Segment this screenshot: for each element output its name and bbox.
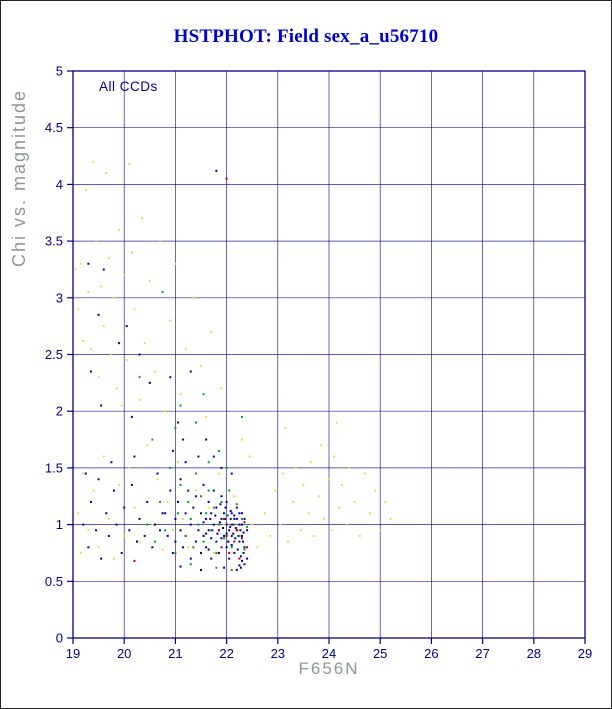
svg-text:23: 23 [271,646,285,661]
svg-text:25: 25 [373,646,387,661]
svg-text:3: 3 [56,290,63,305]
svg-text:1.5: 1.5 [45,460,63,475]
svg-text:20: 20 [117,646,131,661]
svg-text:5: 5 [56,64,63,79]
svg-text:19: 19 [66,646,80,661]
svg-text:1: 1 [56,517,63,532]
svg-text:27: 27 [475,646,489,661]
svg-text:4.5: 4.5 [45,120,63,135]
svg-text:2.5: 2.5 [45,347,63,362]
ccd-annotation: All CCDs [99,79,158,94]
svg-text:2: 2 [56,404,63,419]
svg-text:29: 29 [578,646,592,661]
svg-text:26: 26 [424,646,438,661]
svg-text:28: 28 [527,646,541,661]
plot-title: HSTPHOT: Field sex_a_u56710 [173,26,439,47]
svg-text:21: 21 [168,646,182,661]
svg-text:4: 4 [56,177,63,192]
svg-text:22: 22 [219,646,233,661]
svg-text:24: 24 [322,646,336,661]
svg-text:0.5: 0.5 [45,574,63,589]
y-axis-label: Chi vs. magnitude [9,88,29,267]
svg-text:0: 0 [56,631,63,646]
x-axis-label: F656N [298,659,360,678]
svg-text:3.5: 3.5 [45,234,63,249]
